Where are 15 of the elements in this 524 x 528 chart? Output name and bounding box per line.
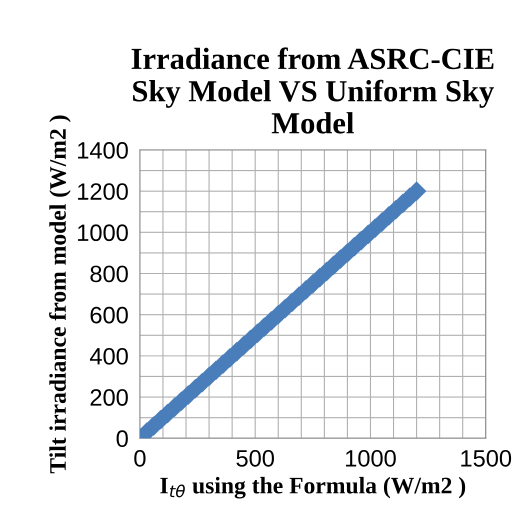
y-tick-label: 1000 xyxy=(78,224,128,242)
chart-title: Irradiance from ASRC-CIE Sky Model VS Uniform Sky Model xyxy=(132,47,494,134)
y-tick-label: 1400 xyxy=(78,142,128,159)
y-tick-label: 1200 xyxy=(78,183,128,200)
y-tick-label: 800 xyxy=(90,266,128,282)
y-tick-label: 0 xyxy=(116,430,128,448)
y-tick-label: 400 xyxy=(90,348,128,365)
x-tick-label: 1500 xyxy=(461,450,512,467)
x-tick-label: 0 xyxy=(134,450,146,467)
x-tick-label: 1000 xyxy=(346,450,396,467)
y-tick-label: 600 xyxy=(90,306,128,324)
x-tick-label: 500 xyxy=(236,450,274,467)
y-tick-label: 200 xyxy=(90,389,128,406)
y-axis-title: Tilt irradiance from model (W/m2 ) xyxy=(49,116,71,474)
x-axis-title: I$_{tθ}$ using the Formula (W/m2 ) xyxy=(160,476,466,499)
